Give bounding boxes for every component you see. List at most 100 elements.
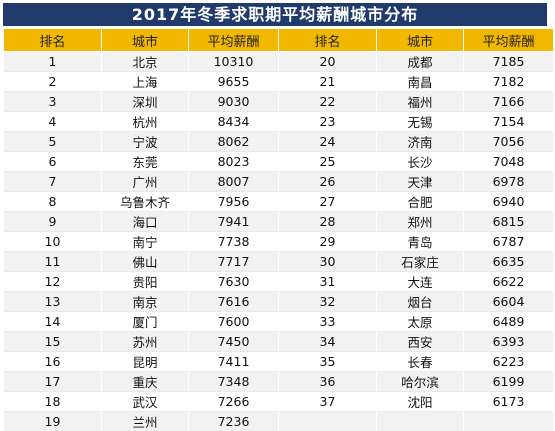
salary-cell-left: 9655 [189,72,279,92]
rank-cell-right: 32 [279,292,377,312]
city-cell-left: 昆明 [102,352,189,372]
salary-cell-right: 6199 [464,372,554,392]
header-row: 排名 城市 平均薪酬 排名 城市 平均薪酬 [4,29,554,52]
city-cell-left: 南京 [102,292,189,312]
city-cell-left: 上海 [102,72,189,92]
salary-cell-right: 6489 [464,312,554,332]
rank-cell-left: 10 [4,232,102,252]
city-cell-right: 天津 [377,172,464,192]
city-cell-left: 贵阳 [102,272,189,292]
city-cell-right: 太原 [377,312,464,332]
rank-cell-right: 25 [279,152,377,172]
rank-cell-left: 19 [4,412,102,431]
rank-cell-left: 14 [4,312,102,332]
salary-cell-left: 10310 [189,52,279,72]
rank-cell-right: 35 [279,352,377,372]
salary-cell-left: 7600 [189,312,279,332]
salary-cell-right: 7048 [464,152,554,172]
salary-cell-left: 7348 [189,372,279,392]
city-cell-left: 宁波 [102,132,189,152]
header-rank-right: 排名 [279,29,377,52]
rank-cell-left: 6 [4,152,102,172]
city-cell-right [377,412,464,431]
rank-cell-right: 20 [279,52,377,72]
city-cell-right: 沈阳 [377,392,464,412]
city-cell-left: 海口 [102,212,189,232]
salary-cell-right [464,412,554,431]
salary-cell-right: 6393 [464,332,554,352]
city-cell-left: 北京 [102,52,189,72]
rank-cell-right: 37 [279,392,377,412]
rank-cell-left: 1 [4,52,102,72]
salary-cell-right: 7182 [464,72,554,92]
salary-cell-right: 7154 [464,112,554,132]
salary-cell-right: 6940 [464,192,554,212]
rank-cell-left: 12 [4,272,102,292]
salary-cell-left: 8062 [189,132,279,152]
salary-cell-right: 6787 [464,232,554,252]
rank-cell-left: 3 [4,92,102,112]
rank-cell-right: 24 [279,132,377,152]
rank-cell-left: 8 [4,192,102,212]
salary-cell-right: 6223 [464,352,554,372]
rank-cell-right: 34 [279,332,377,352]
salary-cell-left: 9030 [189,92,279,112]
rank-cell-right: 29 [279,232,377,252]
salary-cell-right: 6604 [464,292,554,312]
city-cell-left: 厦门 [102,312,189,332]
rank-cell-left: 9 [4,212,102,232]
salary-cell-left: 8023 [189,152,279,172]
rank-cell-left: 18 [4,392,102,412]
salary-cell-left: 8434 [189,112,279,132]
salary-cell-left: 7450 [189,332,279,352]
header-city-right: 城市 [377,29,464,52]
city-cell-right: 南昌 [377,72,464,92]
city-cell-right: 长沙 [377,152,464,172]
rank-cell-left: 7 [4,172,102,192]
city-cell-right: 济南 [377,132,464,152]
rank-cell-right: 33 [279,312,377,332]
city-cell-right: 哈尔滨 [377,372,464,392]
salary-cell-right: 6635 [464,252,554,272]
salary-cell-right: 7056 [464,132,554,152]
rank-cell-left: 5 [4,132,102,152]
rank-cell-right: 28 [279,212,377,232]
city-cell-right: 烟台 [377,292,464,312]
rank-cell-left: 15 [4,332,102,352]
rank-cell-right: 31 [279,272,377,292]
city-cell-right: 福州 [377,92,464,112]
rank-cell-left: 17 [4,372,102,392]
city-cell-right: 无锡 [377,112,464,132]
city-cell-left: 佛山 [102,252,189,272]
rank-cell-left: 16 [4,352,102,372]
header-salary-left: 平均薪酬 [189,29,279,52]
salary-cell-left: 8007 [189,172,279,192]
salary-cell-right: 6173 [464,392,554,412]
salary-cell-left: 7956 [189,192,279,212]
salary-cell-right: 7166 [464,92,554,112]
table-title: 2017年冬季求职期平均薪酬城市分布 [3,3,547,26]
header-salary-right: 平均薪酬 [464,29,554,52]
salary-cell-right: 6622 [464,272,554,292]
salary-cell-left: 7236 [189,412,279,431]
salary-cell-left: 7717 [189,252,279,272]
rank-cell-left: 13 [4,292,102,312]
rank-cell-left: 11 [4,252,102,272]
rank-cell-right [279,412,377,431]
